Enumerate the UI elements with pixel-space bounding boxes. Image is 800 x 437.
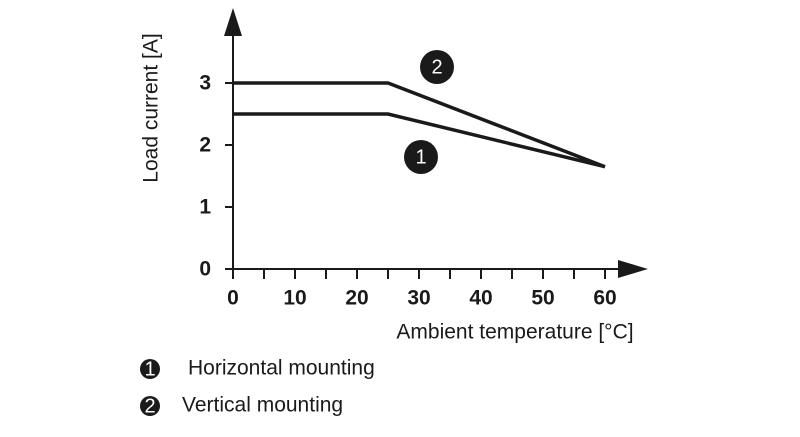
y-axis-arrow [224,8,242,36]
legend-badge-label: 2 [144,395,155,417]
x-tick-label: 0 [227,287,239,310]
series-badge-label: 2 [431,56,442,78]
legend-label: Horizontal mounting [188,357,375,380]
series-badge-label: 1 [415,146,426,168]
series-line [233,112,606,169]
x-tick-label: 30 [407,287,430,310]
x-tick-label: 50 [531,287,554,310]
x-tick-label: 20 [345,287,368,310]
y-axis-title: Load current [A] [140,33,163,182]
x-tick-label: 60 [593,287,616,310]
legend-badge [140,396,160,416]
y-tick-label: 1 [199,196,211,219]
y-tick-label: 2 [199,134,211,157]
legend-badge [140,359,160,379]
x-tick-label: 10 [283,287,306,310]
legend-label: Vertical mounting [182,394,343,417]
series-line [233,81,606,169]
x-axis-title: Ambient temperature [°C] [396,321,633,344]
legend-badge-label: 1 [144,358,155,380]
series-badge [404,140,438,174]
y-tick-label: 0 [199,258,211,281]
series-badge [420,50,454,84]
x-axis-arrow [618,260,648,278]
y-tick-label: 3 [199,72,211,95]
x-tick-label: 40 [469,287,492,310]
